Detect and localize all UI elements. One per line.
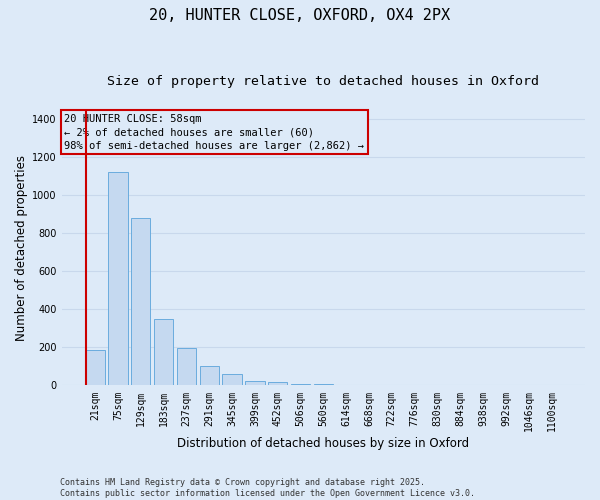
Bar	[154, 319, 173, 386]
Bar	[131, 218, 151, 386]
Bar	[85, 350, 105, 386]
Bar	[245, 382, 265, 386]
Bar	[268, 382, 287, 386]
Title: Size of property relative to detached houses in Oxford: Size of property relative to detached ho…	[107, 75, 539, 88]
Text: 20, HUNTER CLOSE, OXFORD, OX4 2PX: 20, HUNTER CLOSE, OXFORD, OX4 2PX	[149, 8, 451, 22]
Text: 20 HUNTER CLOSE: 58sqm
← 2% of detached houses are smaller (60)
98% of semi-deta: 20 HUNTER CLOSE: 58sqm ← 2% of detached …	[64, 114, 364, 150]
Text: Contains HM Land Registry data © Crown copyright and database right 2025.
Contai: Contains HM Land Registry data © Crown c…	[60, 478, 475, 498]
Bar	[314, 384, 333, 386]
Bar	[108, 172, 128, 386]
Y-axis label: Number of detached properties: Number of detached properties	[15, 154, 28, 340]
Bar	[291, 384, 310, 386]
X-axis label: Distribution of detached houses by size in Oxford: Distribution of detached houses by size …	[177, 437, 469, 450]
Bar	[223, 374, 242, 386]
Bar	[177, 348, 196, 386]
Bar	[200, 366, 219, 386]
